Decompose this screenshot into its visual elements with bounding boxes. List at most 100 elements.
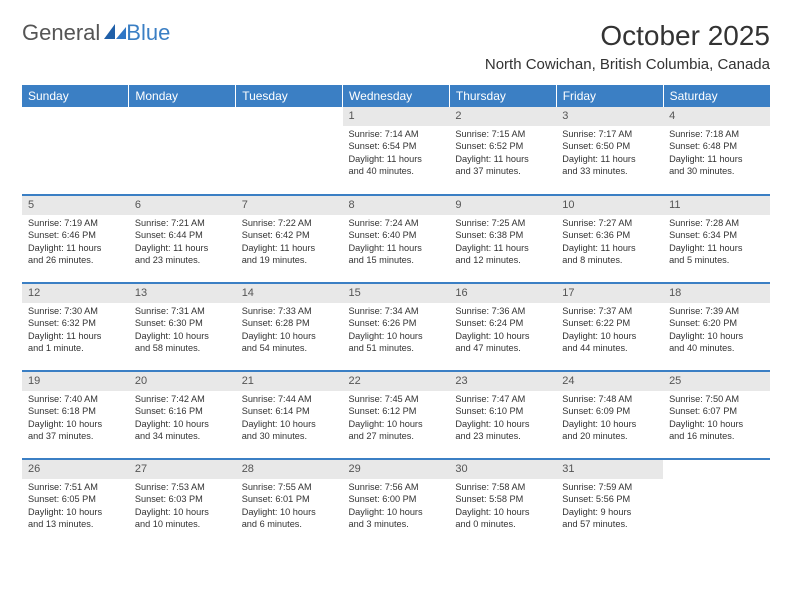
day-dl2: and 20 minutes.	[562, 430, 657, 442]
calendar-day-cell: 24Sunrise: 7:48 AMSunset: 6:09 PMDayligh…	[556, 371, 663, 459]
day-sunrise: Sunrise: 7:40 AM	[28, 393, 123, 405]
calendar-day-cell: 19Sunrise: 7:40 AMSunset: 6:18 PMDayligh…	[22, 371, 129, 459]
day-number: 24	[556, 372, 663, 391]
day-sunrise: Sunrise: 7:17 AM	[562, 128, 657, 140]
calendar-header-row: SundayMondayTuesdayWednesdayThursdayFrid…	[22, 85, 770, 107]
day-dl2: and 12 minutes.	[455, 254, 550, 266]
day-number: 22	[343, 372, 450, 391]
day-dl1: Daylight: 10 hours	[669, 330, 764, 342]
day-dl2: and 0 minutes.	[455, 518, 550, 530]
day-sunset: Sunset: 6:32 PM	[28, 317, 123, 329]
day-dl1: Daylight: 10 hours	[28, 506, 123, 518]
calendar-day-cell: 20Sunrise: 7:42 AMSunset: 6:16 PMDayligh…	[129, 371, 236, 459]
calendar-week-row: 1Sunrise: 7:14 AMSunset: 6:54 PMDaylight…	[22, 107, 770, 195]
calendar-day-cell: 15Sunrise: 7:34 AMSunset: 6:26 PMDayligh…	[343, 283, 450, 371]
day-sunset: Sunset: 6:22 PM	[562, 317, 657, 329]
logo-word2: Blue	[126, 20, 170, 46]
day-dl1: Daylight: 10 hours	[455, 418, 550, 430]
day-number: 23	[449, 372, 556, 391]
calendar-day-cell: 27Sunrise: 7:53 AMSunset: 6:03 PMDayligh…	[129, 459, 236, 547]
day-dl2: and 16 minutes.	[669, 430, 764, 442]
day-sunrise: Sunrise: 7:58 AM	[455, 481, 550, 493]
calendar-week-row: 19Sunrise: 7:40 AMSunset: 6:18 PMDayligh…	[22, 371, 770, 459]
calendar-day-cell: 17Sunrise: 7:37 AMSunset: 6:22 PMDayligh…	[556, 283, 663, 371]
day-sunset: Sunset: 6:09 PM	[562, 405, 657, 417]
day-dl1: Daylight: 11 hours	[669, 153, 764, 165]
day-dl2: and 54 minutes.	[242, 342, 337, 354]
day-sunset: Sunset: 6:14 PM	[242, 405, 337, 417]
calendar-table: SundayMondayTuesdayWednesdayThursdayFrid…	[22, 85, 770, 547]
calendar-week-row: 26Sunrise: 7:51 AMSunset: 6:05 PMDayligh…	[22, 459, 770, 547]
calendar-day-cell: 11Sunrise: 7:28 AMSunset: 6:34 PMDayligh…	[663, 195, 770, 283]
day-number: 21	[236, 372, 343, 391]
day-number: 3	[556, 107, 663, 126]
calendar-day-cell: 7Sunrise: 7:22 AMSunset: 6:42 PMDaylight…	[236, 195, 343, 283]
day-sunset: Sunset: 6:01 PM	[242, 493, 337, 505]
day-sunrise: Sunrise: 7:36 AM	[455, 305, 550, 317]
title-block: October 2025 North Cowichan, British Col…	[485, 20, 770, 79]
day-dl1: Daylight: 11 hours	[455, 153, 550, 165]
day-dl2: and 27 minutes.	[349, 430, 444, 442]
weekday-header: Monday	[129, 85, 236, 107]
day-number: 19	[22, 372, 129, 391]
day-dl1: Daylight: 10 hours	[349, 418, 444, 430]
day-number: 13	[129, 284, 236, 303]
day-sunrise: Sunrise: 7:15 AM	[455, 128, 550, 140]
day-sunset: Sunset: 6:30 PM	[135, 317, 230, 329]
day-dl1: Daylight: 11 hours	[349, 242, 444, 254]
day-number: 14	[236, 284, 343, 303]
day-dl2: and 44 minutes.	[562, 342, 657, 354]
calendar-body: 1Sunrise: 7:14 AMSunset: 6:54 PMDaylight…	[22, 107, 770, 547]
day-number: 6	[129, 196, 236, 215]
day-sunrise: Sunrise: 7:33 AM	[242, 305, 337, 317]
day-dl1: Daylight: 10 hours	[562, 330, 657, 342]
day-dl1: Daylight: 10 hours	[349, 330, 444, 342]
calendar-day-cell: 30Sunrise: 7:58 AMSunset: 5:58 PMDayligh…	[449, 459, 556, 547]
day-dl2: and 10 minutes.	[135, 518, 230, 530]
calendar-day-cell: 5Sunrise: 7:19 AMSunset: 6:46 PMDaylight…	[22, 195, 129, 283]
day-dl2: and 40 minutes.	[669, 342, 764, 354]
day-sunrise: Sunrise: 7:18 AM	[669, 128, 764, 140]
day-sunset: Sunset: 6:20 PM	[669, 317, 764, 329]
day-dl2: and 51 minutes.	[349, 342, 444, 354]
day-sunset: Sunset: 6:00 PM	[349, 493, 444, 505]
calendar-day-cell: 23Sunrise: 7:47 AMSunset: 6:10 PMDayligh…	[449, 371, 556, 459]
day-sunset: Sunset: 6:26 PM	[349, 317, 444, 329]
day-sunset: Sunset: 6:03 PM	[135, 493, 230, 505]
day-sunrise: Sunrise: 7:53 AM	[135, 481, 230, 493]
day-dl2: and 37 minutes.	[28, 430, 123, 442]
day-sunrise: Sunrise: 7:27 AM	[562, 217, 657, 229]
day-sunset: Sunset: 6:50 PM	[562, 140, 657, 152]
day-dl2: and 5 minutes.	[669, 254, 764, 266]
calendar-week-row: 5Sunrise: 7:19 AMSunset: 6:46 PMDaylight…	[22, 195, 770, 283]
month-title: October 2025	[485, 20, 770, 52]
day-number: 27	[129, 460, 236, 479]
day-number: 11	[663, 196, 770, 215]
day-dl2: and 15 minutes.	[349, 254, 444, 266]
day-dl1: Daylight: 10 hours	[455, 330, 550, 342]
day-sunrise: Sunrise: 7:51 AM	[28, 481, 123, 493]
day-dl2: and 19 minutes.	[242, 254, 337, 266]
calendar-day-cell: 31Sunrise: 7:59 AMSunset: 5:56 PMDayligh…	[556, 459, 663, 547]
day-dl1: Daylight: 11 hours	[135, 242, 230, 254]
day-sunrise: Sunrise: 7:59 AM	[562, 481, 657, 493]
day-sunrise: Sunrise: 7:56 AM	[349, 481, 444, 493]
weekday-header: Tuesday	[236, 85, 343, 107]
day-dl1: Daylight: 9 hours	[562, 506, 657, 518]
day-dl2: and 58 minutes.	[135, 342, 230, 354]
day-dl1: Daylight: 10 hours	[562, 418, 657, 430]
weekday-header: Saturday	[663, 85, 770, 107]
calendar-day-cell: 3Sunrise: 7:17 AMSunset: 6:50 PMDaylight…	[556, 107, 663, 195]
calendar-day-cell: 10Sunrise: 7:27 AMSunset: 6:36 PMDayligh…	[556, 195, 663, 283]
day-number: 12	[22, 284, 129, 303]
calendar-day-cell: 4Sunrise: 7:18 AMSunset: 6:48 PMDaylight…	[663, 107, 770, 195]
day-number: 16	[449, 284, 556, 303]
day-dl1: Daylight: 11 hours	[242, 242, 337, 254]
day-dl1: Daylight: 10 hours	[455, 506, 550, 518]
day-dl1: Daylight: 10 hours	[349, 506, 444, 518]
calendar-page: General Blue October 2025 North Cowichan…	[0, 0, 792, 567]
calendar-day-cell: 12Sunrise: 7:30 AMSunset: 6:32 PMDayligh…	[22, 283, 129, 371]
calendar-day-cell: 28Sunrise: 7:55 AMSunset: 6:01 PMDayligh…	[236, 459, 343, 547]
day-sunset: Sunset: 6:44 PM	[135, 229, 230, 241]
day-sunrise: Sunrise: 7:45 AM	[349, 393, 444, 405]
